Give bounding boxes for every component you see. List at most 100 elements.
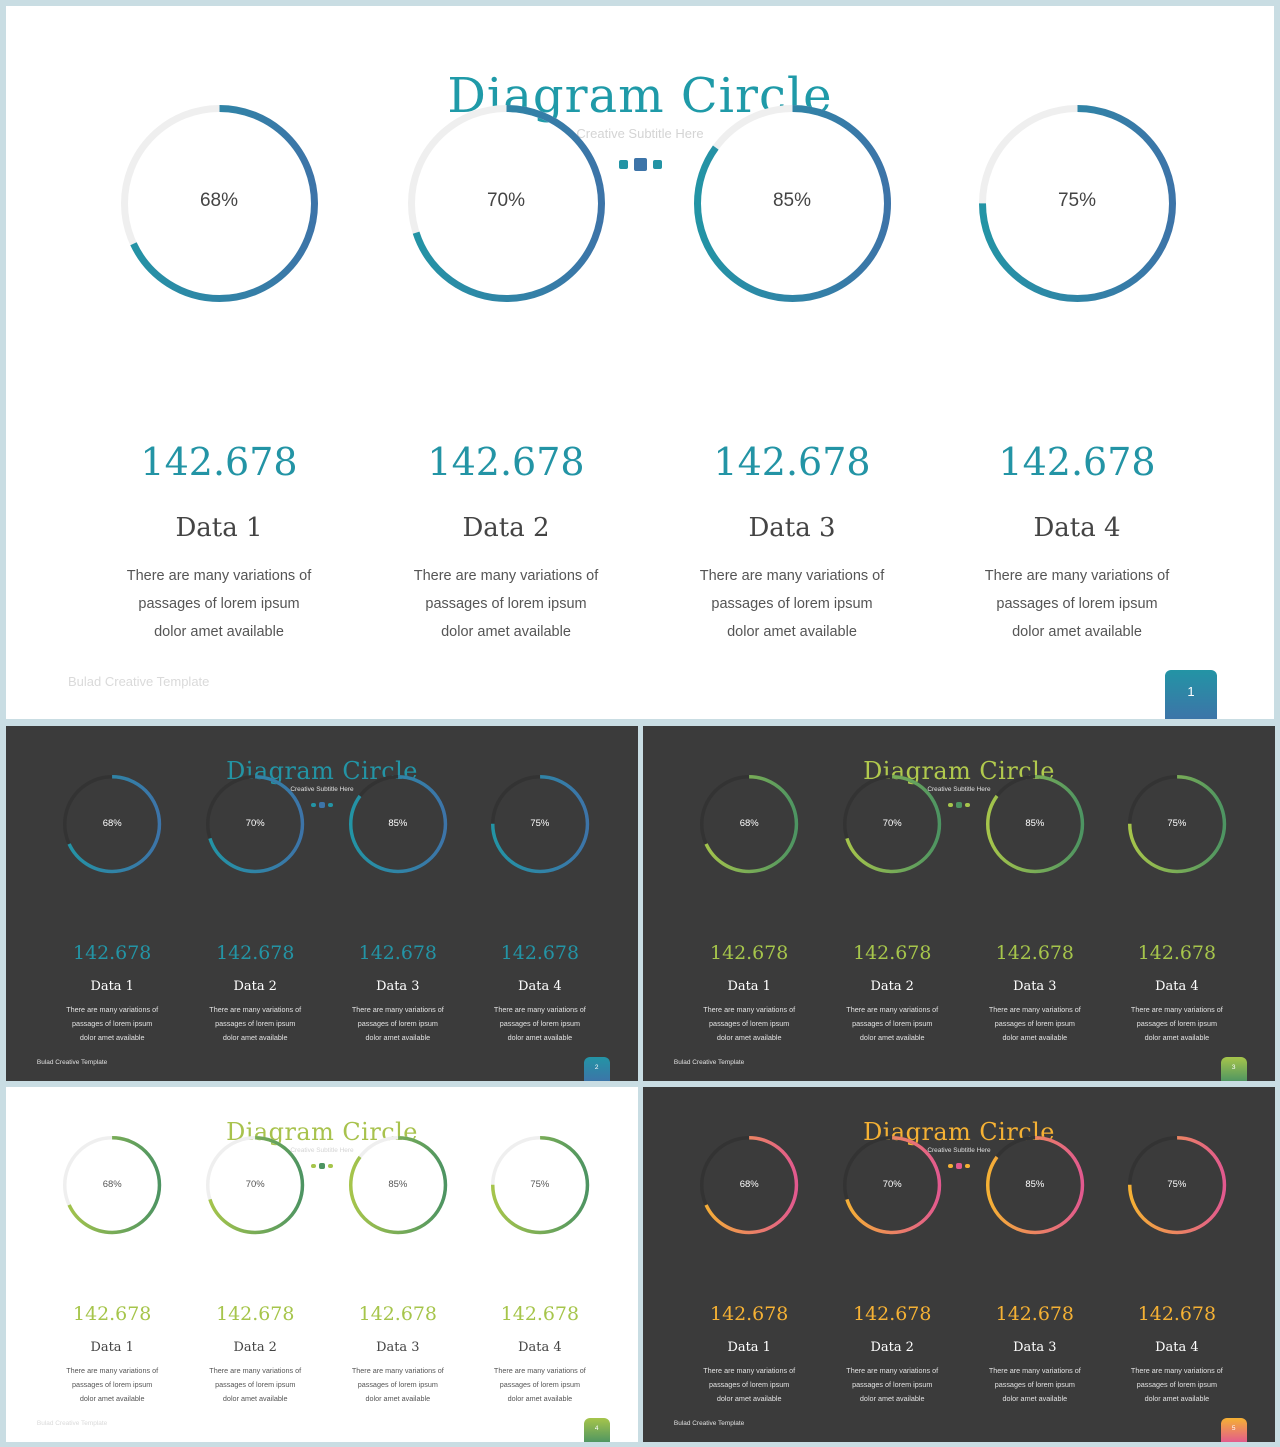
- description-line: passages of lorem ipsum: [852, 1019, 933, 1029]
- data-column-1: 68% 142.678 Data 1 There are many variation…: [699, 1087, 799, 1442]
- data-column-2: 70% 142.678 Data 2 There are many variation…: [406, 6, 607, 719]
- description-line: dolor amet available: [507, 1033, 573, 1043]
- slide-4: Diagram Circle Creative Subtitle Here 68% 1…: [6, 1087, 638, 1442]
- ring-progress-arc: [843, 775, 942, 874]
- data-description: There are many variations of passages of …: [642, 562, 943, 646]
- slide-2: Diagram Circle Creative Subtitle Here 68% 1…: [6, 726, 638, 1081]
- description-line: dolor amet available: [222, 1033, 288, 1043]
- description-line: passages of lorem ipsum: [709, 1380, 790, 1390]
- description-line: passages of lorem ipsum: [994, 1019, 1075, 1029]
- data-value: 142.678: [710, 1303, 789, 1326]
- description-line: There are many variations of: [699, 568, 885, 584]
- slide-1: Diagram Circle Creative Subtitle Here 68% 1…: [6, 6, 1274, 719]
- progress-ring: [842, 1135, 942, 1235]
- ring-progress-arc: [63, 1136, 162, 1235]
- data-value: 142.678: [853, 942, 932, 965]
- ring-percent-label: 85%: [388, 817, 408, 829]
- ring-percent-label: 70%: [882, 817, 902, 829]
- data-description: There are many variations of passages of …: [927, 562, 1228, 646]
- slide-title: Diagram Circle: [226, 1117, 418, 1146]
- description-line: There are many variations of: [988, 1366, 1081, 1376]
- progress-ring: [490, 1135, 590, 1235]
- ring-progress-arc: [985, 1136, 1084, 1235]
- progress-ring: [62, 774, 162, 874]
- data-value: 142.678: [216, 1303, 295, 1326]
- data-description: There are many variations of passages of …: [356, 562, 657, 646]
- progress-ring: [985, 774, 1085, 874]
- description-line: passages of lorem ipsum: [996, 596, 1158, 612]
- progress-ring: [406, 103, 607, 304]
- data-label: Data 1: [90, 1339, 134, 1355]
- data-column-3: 85% 142.678 Data 3 There are many variation…: [985, 726, 1085, 1081]
- ring-percent-label: 85%: [1025, 817, 1045, 829]
- footer-brand: Bulad Creative Template: [68, 674, 210, 689]
- ring-percent-label: 68%: [102, 1178, 122, 1190]
- data-value: 142.678: [358, 1303, 437, 1326]
- data-value: 142.678: [73, 942, 152, 965]
- data-description: There are many variations of passages of …: [935, 1003, 1135, 1045]
- title-dots: [643, 801, 1275, 808]
- data-label: Data 4: [1033, 513, 1121, 543]
- description-line: dolor amet available: [441, 624, 571, 640]
- footer-brand: Bulad Creative Template: [36, 1419, 108, 1427]
- data-column-3: 85% 142.678 Data 3 There are many variation…: [348, 1087, 448, 1442]
- progress-ring: [119, 103, 320, 304]
- data-label: Data 1: [727, 978, 771, 994]
- ring-progress-arc: [1127, 1136, 1226, 1235]
- ring-percent-label: 75%: [1167, 1178, 1187, 1190]
- progress-ring: [205, 1135, 305, 1235]
- data-description: There are many variations of passages of …: [649, 1364, 849, 1406]
- data-label: Data 2: [233, 1339, 277, 1355]
- data-column-4: 75% 142.678 Data 4 There are many variation…: [490, 1087, 590, 1442]
- title-dot: [955, 801, 963, 808]
- title-dots: [643, 1162, 1275, 1169]
- ring-progress-arc: [985, 775, 1084, 874]
- description-line: There are many variations of: [988, 1005, 1081, 1015]
- description-line: There are many variations of: [703, 1005, 796, 1015]
- ring-percent-label: 75%: [530, 1178, 550, 1190]
- data-description: There are many variations of passages of …: [298, 1364, 498, 1406]
- data-column-2: 70% 142.678 Data 2 There are many variation…: [205, 1087, 305, 1442]
- data-column-2: 70% 142.678 Data 2 There are many variation…: [205, 726, 305, 1081]
- data-description: There are many variations of passages of …: [649, 1003, 849, 1045]
- title-dot: [328, 1163, 333, 1168]
- description-line: passages of lorem ipsum: [499, 1380, 580, 1390]
- ring-progress-arc: [490, 775, 589, 874]
- slide-title: Diagram Circle: [226, 756, 418, 785]
- ring-percent-label: 70%: [486, 190, 526, 211]
- description-line: passages of lorem ipsum: [215, 1019, 296, 1029]
- description-line: dolor amet available: [727, 624, 857, 640]
- description-line: dolor amet available: [716, 1394, 782, 1404]
- data-label: Data 3: [376, 1339, 420, 1355]
- description-line: dolor amet available: [365, 1033, 431, 1043]
- description-line: There are many variations of: [493, 1005, 586, 1015]
- ring-progress-arc: [1127, 775, 1226, 874]
- data-label: Data 2: [870, 978, 914, 994]
- ring-percent-label: 68%: [102, 817, 122, 829]
- description-line: There are many variations of: [846, 1005, 939, 1015]
- data-description: There are many variations of passages of …: [935, 1364, 1135, 1406]
- data-description: There are many variations of passages of …: [12, 1364, 212, 1406]
- description-line: dolor amet available: [859, 1033, 925, 1043]
- ring-percent-label: 68%: [739, 1178, 759, 1190]
- data-value: 142.678: [500, 942, 580, 965]
- data-value: 142.678: [500, 1303, 580, 1326]
- title-dot: [948, 802, 953, 807]
- ring-percent-label: 68%: [199, 190, 239, 211]
- description-line: There are many variations of: [984, 568, 1170, 584]
- title-dots: [6, 801, 638, 808]
- title-dot: [318, 1162, 326, 1169]
- data-description: There are many variations of passages of …: [792, 1364, 992, 1406]
- description-line: There are many variations of: [209, 1366, 302, 1376]
- title-dots: [6, 1162, 638, 1169]
- description-line: passages of lorem ipsum: [215, 1380, 296, 1390]
- data-column-3: 85% 142.678 Data 3 There are many variation…: [985, 1087, 1085, 1442]
- ring-percent-label: 85%: [388, 1178, 408, 1190]
- title-dot: [965, 802, 970, 807]
- ring-percent-label: 85%: [772, 190, 812, 211]
- page-number: 4: [583, 1418, 610, 1442]
- data-description: There are many variations of passages of …: [298, 1003, 498, 1045]
- data-value: 142.678: [998, 440, 1156, 484]
- data-column-4: 75% 142.678 Data 4 There are many variation…: [977, 6, 1178, 719]
- progress-ring: [699, 1135, 799, 1235]
